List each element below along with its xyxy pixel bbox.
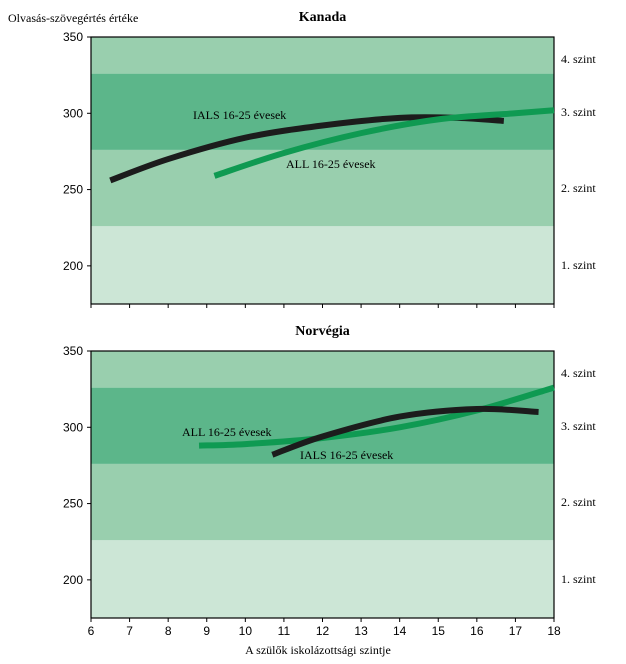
all-series-label: ALL 16-25 évesek — [286, 157, 376, 171]
level-label: 1. szint — [561, 572, 596, 586]
ials-series-label: IALS 16-25 évesek — [193, 108, 286, 122]
x-tick-label: 7 — [126, 624, 133, 638]
x-tick-label: 18 — [547, 624, 561, 638]
y-tick-label: 350 — [63, 344, 83, 358]
level-label: 4. szint — [561, 52, 596, 66]
level-band — [91, 387, 554, 464]
x-tick-label: 11 — [278, 624, 291, 638]
level-band — [91, 226, 554, 304]
y-tick-label: 250 — [63, 497, 83, 511]
ials-series-label: IALS 16-25 évesek — [300, 448, 393, 462]
chart-panel-2: Norvégia 1. szint 2. szint 3. szint 4. szint… — [63, 324, 596, 638]
x-tick-label: 16 — [470, 624, 484, 638]
level-band — [91, 351, 554, 388]
level-band — [91, 463, 554, 541]
x-tick-label: 17 — [509, 624, 523, 638]
level-label: 3. szint — [561, 105, 596, 119]
y-axis-label: Olvasás-szövegértés értéke — [8, 11, 138, 25]
chart-panel-1: Kanada 1. szint 2. szint 3. szint 4. szint 20… — [63, 10, 596, 308]
x-tick-label: 10 — [239, 624, 253, 638]
x-tick-label: 6 — [88, 624, 95, 638]
level-band — [91, 73, 554, 150]
x-tick-label: 9 — [203, 624, 210, 638]
y-tick-label: 300 — [63, 420, 83, 434]
level-label: 2. szint — [561, 495, 596, 509]
level-band — [91, 540, 554, 618]
y-tick-label: 200 — [63, 259, 83, 273]
x-axis-label: A szülők iskolázottsági szintje — [245, 643, 391, 657]
y-tick-label: 350 — [63, 30, 83, 44]
chart-title: Norvégia — [295, 324, 349, 339]
level-label: 1. szint — [561, 258, 596, 272]
level-label: 2. szint — [561, 181, 596, 195]
level-band — [91, 149, 554, 227]
x-tick-label: 12 — [316, 624, 330, 638]
y-tick-label: 300 — [63, 106, 83, 120]
x-tick-label: 14 — [393, 624, 407, 638]
x-tick-label: 8 — [165, 624, 172, 638]
ials-series-line — [271, 405, 539, 458]
x-tick-label: 13 — [354, 624, 368, 638]
all-series-line — [213, 107, 555, 179]
level-band — [91, 37, 554, 74]
all-series-label: ALL 16-25 évesek — [182, 425, 272, 439]
chart-title: Kanada — [299, 10, 346, 25]
y-tick-label: 200 — [63, 573, 83, 587]
level-label: 4. szint — [561, 366, 596, 380]
level-label: 3. szint — [561, 419, 596, 433]
x-tick-label: 15 — [432, 624, 446, 638]
y-tick-label: 250 — [63, 183, 83, 197]
